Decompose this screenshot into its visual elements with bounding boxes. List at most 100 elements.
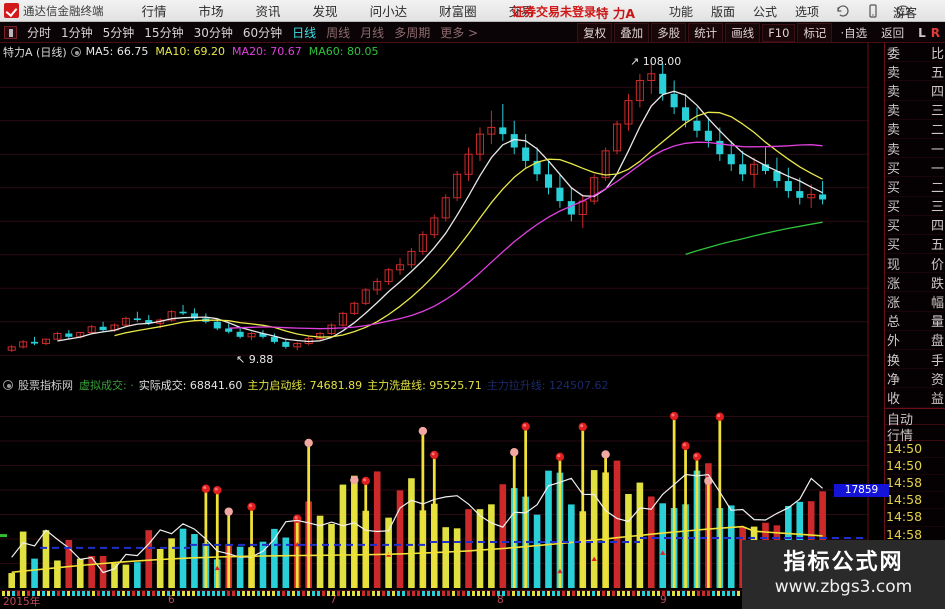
tick-time-row: 14:50 xyxy=(885,458,945,475)
quote-row[interactable]: 总量 xyxy=(885,312,945,331)
price-chart-panel[interactable] xyxy=(0,43,884,376)
menu-banmian[interactable]: 版面 xyxy=(711,4,736,19)
quote-row-value: 三 xyxy=(930,104,944,120)
quote-row-key: 卖 xyxy=(887,65,901,81)
quote-row-key: 外 xyxy=(887,334,901,350)
dim-line-readout: 主力拉升线: 124507.62 xyxy=(486,378,609,392)
period-monthly[interactable]: 月线 xyxy=(360,25,385,40)
quote-row-value: 五 xyxy=(930,65,944,81)
quote-row[interactable]: 卖二 xyxy=(885,120,945,139)
quote-row-value: 跌 xyxy=(930,276,944,292)
period-15min[interactable]: 15分钟 xyxy=(144,25,184,40)
guest-label[interactable]: 游客 xyxy=(893,6,918,20)
nav-item-wenxiaoda[interactable]: 问小达 xyxy=(369,4,408,19)
quote-row-key: 涨 xyxy=(887,276,901,292)
quote-row[interactable]: 卖四 xyxy=(885,81,945,101)
brand-logo[interactable]: 通达信金融终端 xyxy=(0,3,104,19)
btn-diejia[interactable]: 叠加 xyxy=(614,22,650,43)
quote-row-value: 比 xyxy=(930,46,944,62)
quote-row-key: 委 xyxy=(887,46,901,62)
side-divider xyxy=(885,407,945,409)
right-indicator-icon[interactable]: R xyxy=(930,25,940,40)
main-nav: 行情 市场 资讯 发现 问小达 财富圈 交易 xyxy=(126,1,550,20)
quote-row[interactable]: 换手 xyxy=(885,350,945,370)
quote-row[interactable]: 卖五 xyxy=(885,62,945,82)
btn-f10[interactable]: F10 xyxy=(762,23,796,42)
message-icon[interactable] xyxy=(895,3,911,19)
period-multi[interactable]: 多周期 xyxy=(394,25,431,40)
quote-row[interactable]: 买四 xyxy=(885,216,945,235)
date-tick-label: 9 xyxy=(660,594,667,606)
quote-row-key: 涨 xyxy=(887,296,901,312)
quote-row-value: 价 xyxy=(930,257,944,273)
nav-item-hangqing[interactable]: 行情 xyxy=(141,4,167,19)
quote-row-value: 二 xyxy=(930,123,944,139)
quote-row[interactable]: 买二 xyxy=(885,177,945,197)
btn-biaoji[interactable]: 标记 xyxy=(797,22,833,43)
btn-duogu[interactable]: 多股 xyxy=(651,22,687,43)
period-more[interactable]: 更多 > xyxy=(440,25,479,40)
current-stock-tag[interactable]: 特 力A xyxy=(596,6,636,21)
quote-row-value: 资 xyxy=(930,372,944,388)
nav-item-caifuquan[interactable]: 财富圈 xyxy=(439,4,477,19)
btn-tongji[interactable]: 统计 xyxy=(688,22,724,43)
btn-huaxian[interactable]: 画线 xyxy=(725,22,761,43)
btn-fanhui[interactable]: 返回 xyxy=(881,25,905,40)
menu-xuanxiang[interactable]: 选项 xyxy=(795,4,820,19)
quote-row-value: 四 xyxy=(930,84,944,100)
indicator-panel[interactable] xyxy=(0,376,884,590)
left-indicator-icon[interactable]: L xyxy=(918,25,926,40)
quote-row[interactable]: 买五 xyxy=(885,235,945,255)
quote-row-key: 卖 xyxy=(887,104,901,120)
date-axis-color-strip xyxy=(0,591,868,596)
quote-row-key: 卖 xyxy=(887,123,901,139)
quote-row[interactable]: 净资 xyxy=(885,369,945,389)
site-watermark: 指标公式网 www.zbgs3.com xyxy=(742,540,945,609)
period-30min[interactable]: 30分钟 xyxy=(193,25,233,40)
volume-indicator-chart xyxy=(0,376,869,590)
quote-row-key: 收 xyxy=(887,391,901,407)
quote-row[interactable]: 卖一 xyxy=(885,139,945,159)
quote-row-value: 二 xyxy=(930,180,944,196)
quote-feed-label[interactable]: 行情 xyxy=(885,425,945,444)
mobile-icon[interactable] xyxy=(865,3,881,19)
quote-side-panel[interactable]: 委比卖五卖四卖三卖二卖一买一买二买三买四买五现价涨跌涨幅总量外盘换手净资收益自动… xyxy=(884,43,945,609)
menu-gongneng[interactable]: 功能 xyxy=(669,4,694,19)
quote-row[interactable]: 卖三 xyxy=(885,101,945,120)
period-fenshi[interactable]: 分时 xyxy=(27,25,52,40)
menu-gongshi[interactable]: 公式 xyxy=(753,4,778,19)
btn-fuquan[interactable]: 复权 xyxy=(577,22,613,43)
quote-row[interactable]: 外盘 xyxy=(885,331,945,350)
lock-icon[interactable] xyxy=(4,25,17,39)
quote-row[interactable]: 买一 xyxy=(885,158,945,178)
quote-row[interactable]: 委比 xyxy=(885,43,945,63)
quote-row[interactable]: 涨幅 xyxy=(885,292,945,312)
eye-icon[interactable] xyxy=(70,46,81,57)
quote-row[interactable]: 涨跌 xyxy=(885,273,945,293)
quote-row[interactable]: 收益 xyxy=(885,388,945,408)
auto-mode-label[interactable]: 自动 xyxy=(885,409,945,428)
period-5min[interactable]: 5分钟 xyxy=(102,25,135,40)
nav-item-jiaoyi[interactable]: 交易 xyxy=(508,4,534,19)
toolbar-right-group: 复权 叠加 多股 统计 画线 F10 标记 ·自选 返回 L R xyxy=(577,22,945,43)
quote-row[interactable]: 买三 xyxy=(885,197,945,216)
nav-item-shichang[interactable]: 市场 xyxy=(198,4,224,19)
quote-row-value: 一 xyxy=(930,161,944,177)
quote-row-key: 净 xyxy=(887,372,901,388)
period-1min[interactable]: 1分钟 xyxy=(61,25,93,40)
login-status-text[interactable]: 证券交易未登录 xyxy=(512,5,597,19)
eye-icon-indicator[interactable] xyxy=(3,379,13,390)
refresh-icon[interactable] xyxy=(835,3,851,19)
btn-zixuan[interactable]: ·自选 xyxy=(840,25,868,40)
period-daily[interactable]: 日线 xyxy=(292,25,317,40)
actual-volume-readout: 实际成交: 68841.60 xyxy=(138,378,243,392)
quote-row-value: 四 xyxy=(930,219,944,235)
nav-item-zixun[interactable]: 资讯 xyxy=(255,4,281,19)
nav-item-faxian[interactable]: 发现 xyxy=(312,4,338,19)
period-60min[interactable]: 60分钟 xyxy=(242,25,283,40)
quote-row-key: 卖 xyxy=(887,142,901,158)
quote-row-value: 量 xyxy=(930,315,944,331)
period-weekly[interactable]: 周线 xyxy=(326,25,351,40)
quote-row-key: 现 xyxy=(887,257,901,273)
quote-row[interactable]: 现价 xyxy=(885,254,945,274)
